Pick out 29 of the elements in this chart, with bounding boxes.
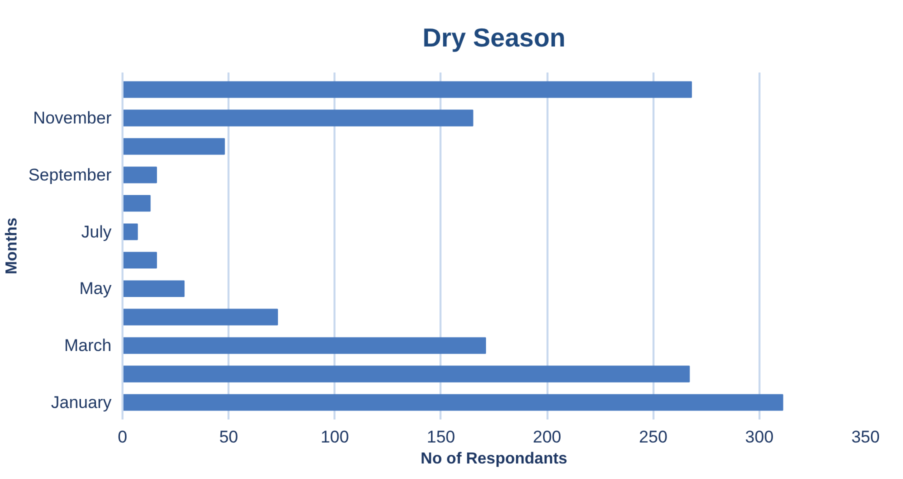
y-axis-title: Months [3, 217, 20, 274]
y-tick-label: January [51, 392, 112, 412]
x-tick-label: 50 [219, 428, 238, 446]
bar [122, 138, 225, 155]
y-tick-label: September [28, 165, 112, 184]
bar [122, 195, 151, 212]
x-tick-label: 300 [745, 428, 774, 446]
bar [122, 280, 185, 297]
x-tick-label: 200 [532, 428, 562, 446]
bar [122, 166, 157, 184]
y-tick-label: November [33, 108, 112, 128]
y-tick-label: May [79, 279, 112, 298]
bar [122, 252, 157, 269]
x-axis-title: No of Respondants [420, 450, 568, 468]
bar [122, 223, 138, 240]
bar [122, 308, 278, 326]
x-tick-label: 350 [851, 428, 880, 446]
x-tick-label: 150 [426, 428, 456, 446]
bar [122, 110, 474, 126]
bar [122, 366, 690, 382]
x-tick-label: 250 [639, 428, 668, 446]
x-tick-label: 0 [118, 428, 128, 446]
x-tick-label: 100 [320, 428, 349, 446]
bar [122, 81, 692, 98]
chart-title: Dry Season [422, 22, 566, 52]
y-tick-label: March [64, 336, 112, 356]
bar [122, 394, 784, 411]
bar [122, 337, 486, 354]
y-tick-label: July [81, 222, 112, 242]
